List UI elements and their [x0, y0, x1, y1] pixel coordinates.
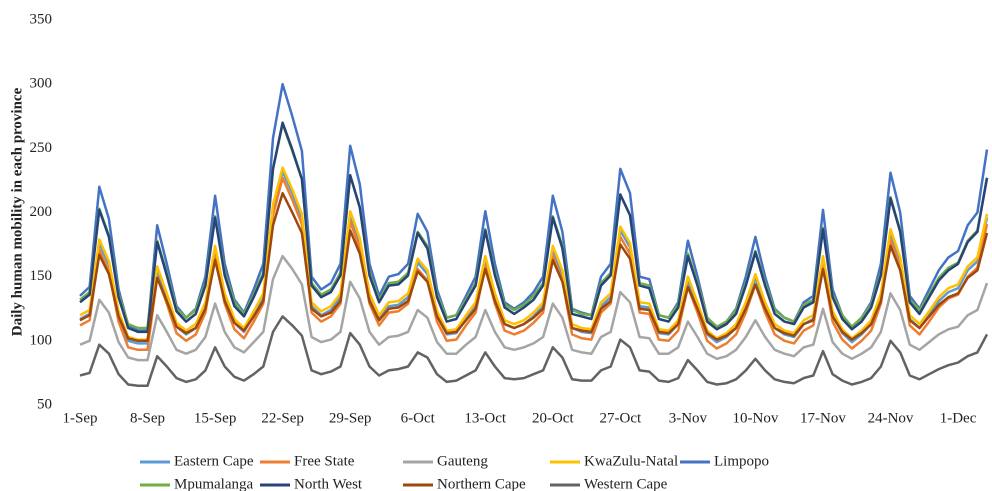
x-tick-label: 6-Oct [401, 410, 436, 426]
x-tick-label: 13-Oct [464, 410, 506, 426]
legend-label: Mpumalanga [174, 476, 253, 491]
series-line [79, 254, 989, 362]
legend-label: KwaZulu-Natal [584, 453, 678, 469]
x-tick-label: 1-Sep [63, 410, 98, 426]
y-tick-label: 250 [30, 140, 53, 156]
x-tick-label: 10-Nov [733, 410, 779, 426]
legend-label: Gauteng [437, 453, 488, 469]
series-line [79, 166, 989, 341]
x-tick-label: 1-Dec [940, 410, 977, 426]
legend-label: North West [294, 476, 363, 491]
x-tick-label: 24-Nov [868, 410, 914, 426]
y-tick-label: 50 [37, 396, 52, 412]
series-line [79, 121, 989, 334]
legend-label: Northern Cape [437, 476, 526, 491]
y-tick-label: 100 [30, 332, 53, 348]
x-tick-label: 29-Sep [329, 410, 372, 426]
series-line [79, 82, 989, 332]
x-tick-label: 3-Nov [669, 410, 708, 426]
x-tick-label: 22-Sep [261, 410, 304, 426]
legend-label: Eastern Cape [174, 453, 254, 469]
legend-label: Western Cape [584, 476, 668, 491]
series-line [79, 176, 989, 352]
series-line [79, 315, 989, 388]
legend-label: Free State [294, 453, 355, 469]
y-tick-label: 200 [30, 204, 53, 220]
x-tick-label: 15-Sep [194, 410, 237, 426]
y-tick-label: 350 [30, 11, 53, 27]
y-tick-label: 150 [30, 268, 53, 284]
x-tick-label: 8-Sep [130, 410, 165, 426]
y-axis-title: Daily human mobility in each province [9, 87, 25, 336]
x-tick-label: 17-Nov [800, 410, 846, 426]
series-line [79, 191, 989, 343]
legend-label: Limpopo [714, 453, 769, 469]
y-tick-label: 300 [30, 76, 53, 92]
x-tick-label: 20-Oct [532, 410, 574, 426]
x-tick-label: 27-Oct [600, 410, 642, 426]
